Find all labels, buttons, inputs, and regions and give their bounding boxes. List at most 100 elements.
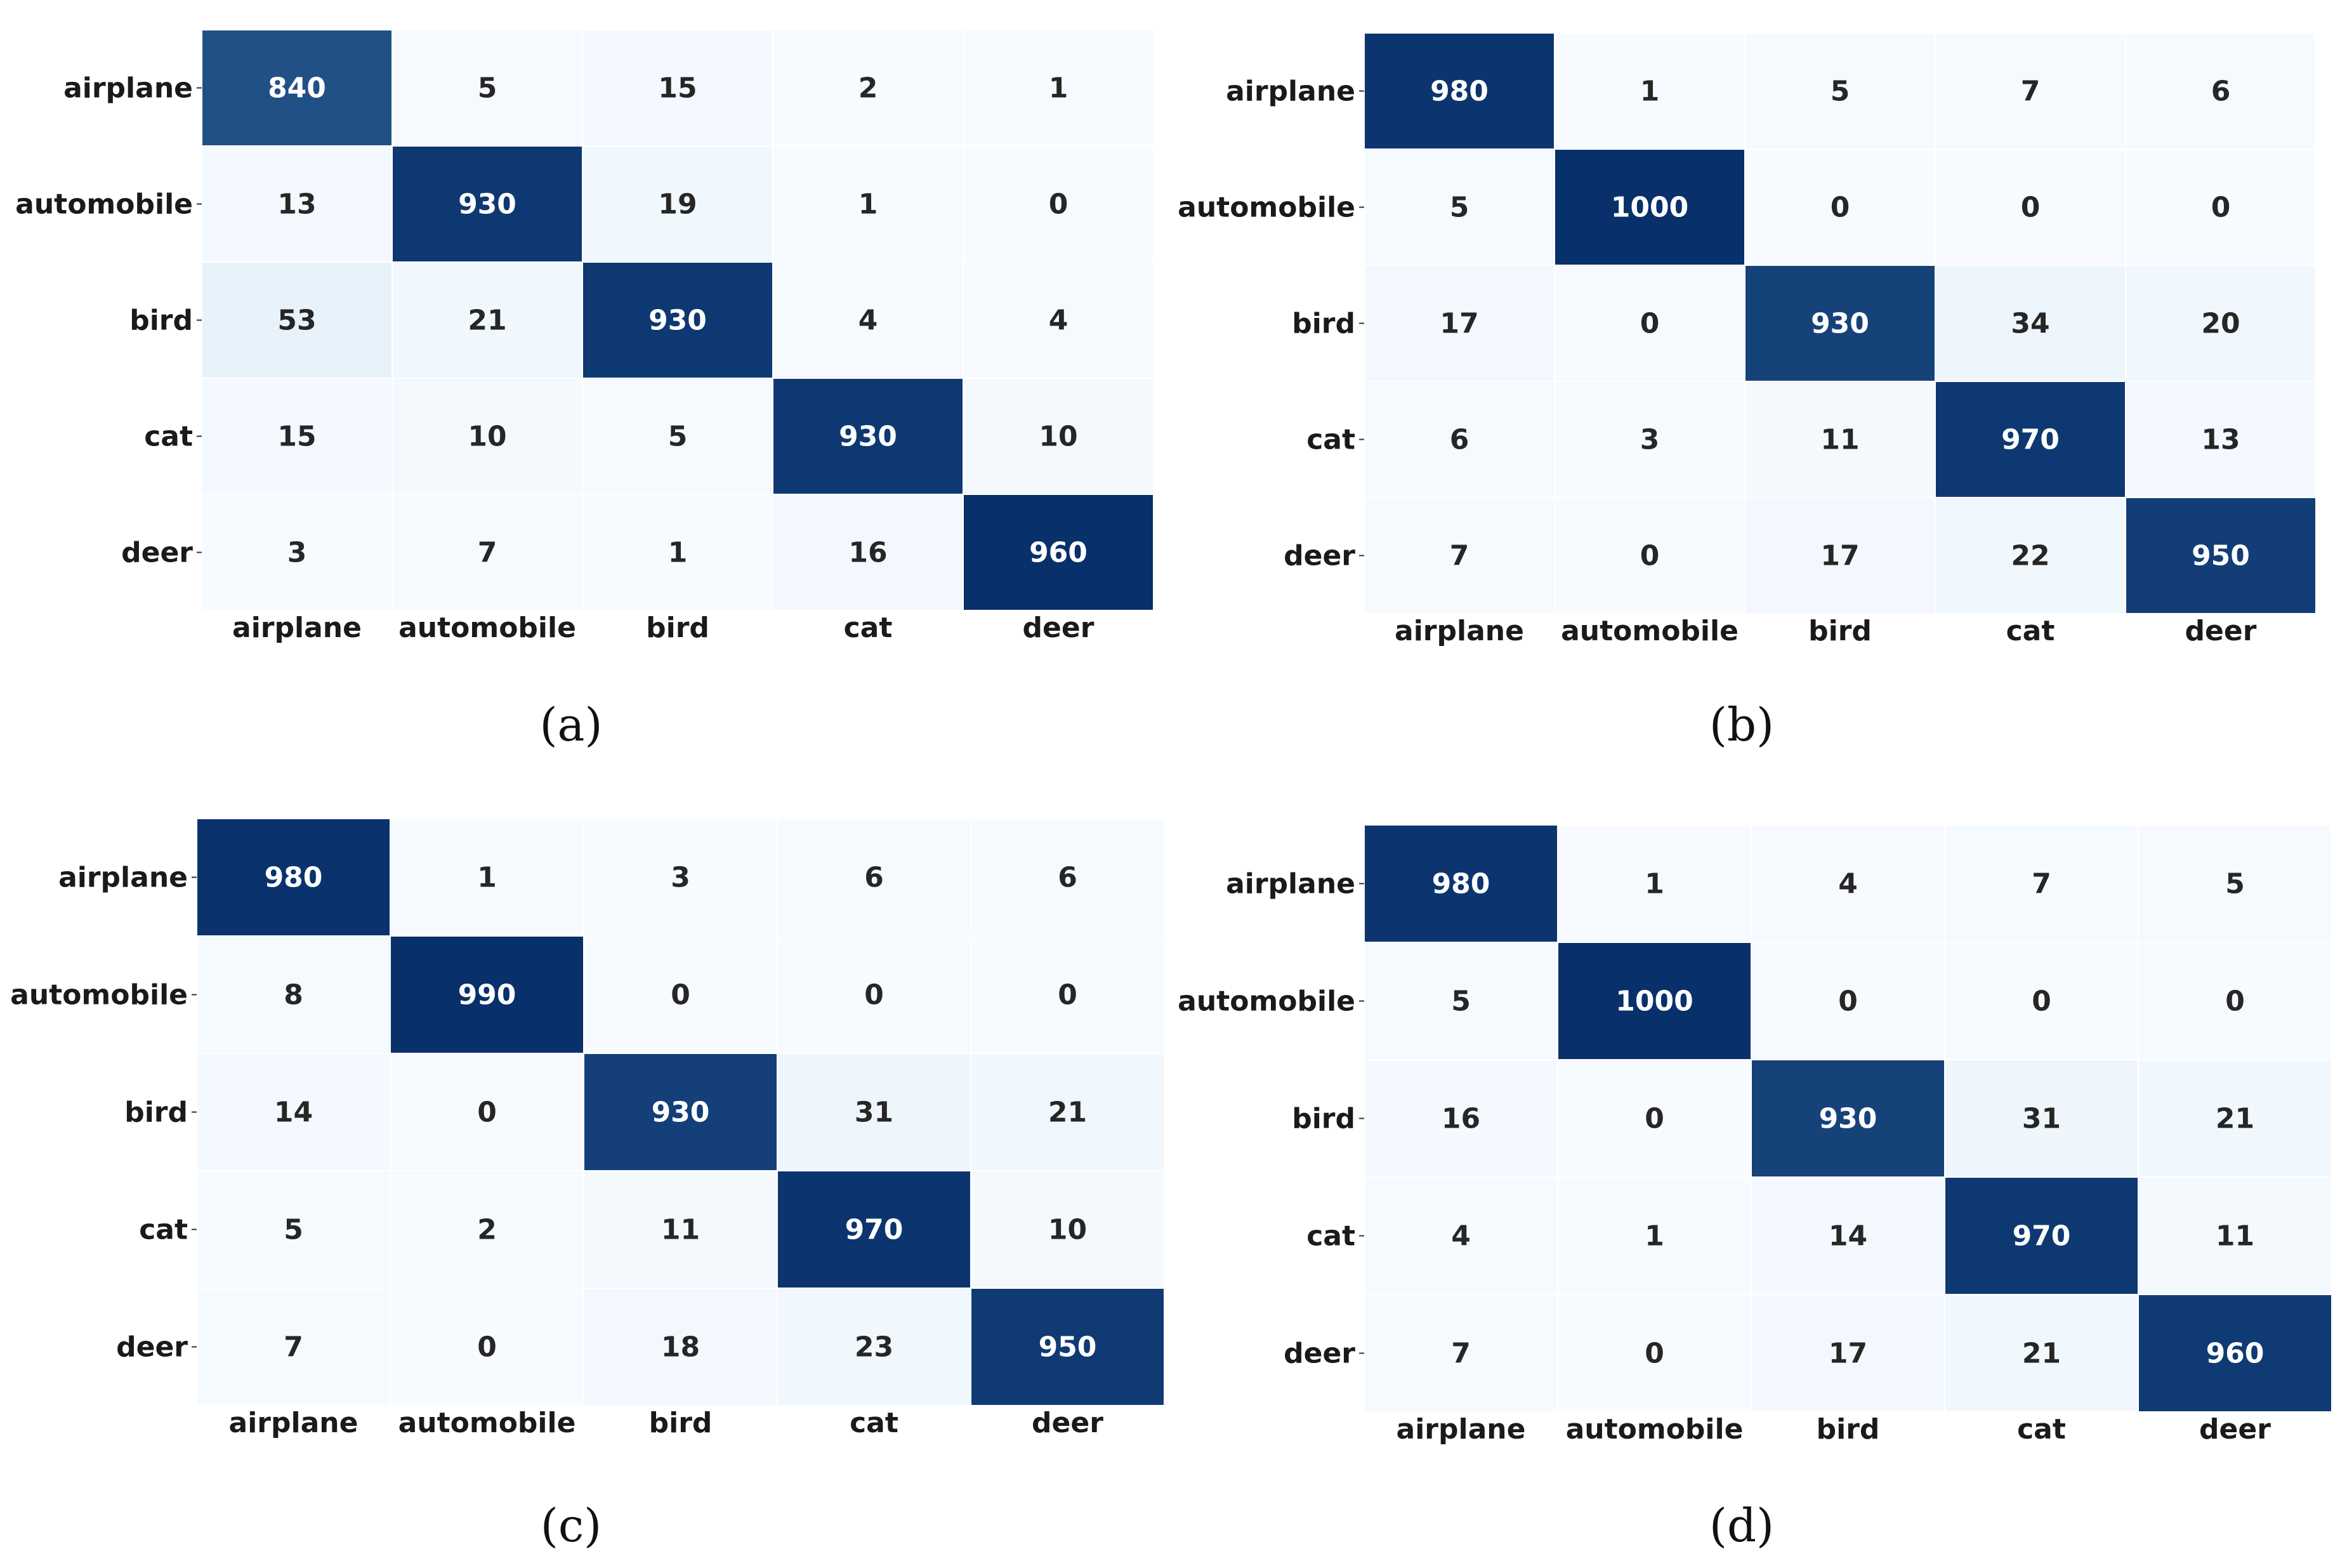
heatmap-cell [582,145,773,263]
y-tick-label: bird [1292,308,1355,340]
cell-value-label: 6 [2211,76,2231,108]
heatmap-cell [777,935,971,1054]
cell-value-label: 15 [277,421,316,453]
y-tick-label: deer [121,537,193,569]
cell-value-label: 0 [671,979,690,1011]
heatmap-cell [391,261,583,379]
heatmap-cell [1751,1294,1945,1413]
cell-value-label: 2 [477,1214,497,1246]
x-tick-label: automobile [398,1407,576,1439]
cell-value-label: 1 [477,862,497,894]
cell-value-label: 11 [661,1214,700,1246]
cell-value-label: 1 [858,188,878,221]
cell-value-label: 0 [2032,985,2051,1018]
confusion-matrix-d: 980 1 4 7 55 1000 0 0 016 0 930 31 214 1 14 970 117 0 17 21… [1178,824,2332,1446]
y-tick-label: airplane [1226,76,1355,108]
x-tick-label: cat [2017,1413,2066,1446]
heatmap-cell [1744,265,1936,382]
heatmap-cell [963,378,1154,495]
heatmap-cell [2125,265,2317,382]
cell-value-label: 16 [1442,1103,1480,1135]
y-tick-label: automobile [1178,985,1355,1018]
cell-value-label: 7 [284,1331,303,1364]
heatmap-cell [2125,497,2317,614]
y-tick-label: airplane [63,72,193,105]
cell-value-label: 7 [1450,540,1469,572]
x-tick-label: automobile [1561,615,1739,647]
cell-value-label: 970 [2001,424,2060,456]
y-tick-label: deer [1284,1338,1355,1370]
cell-value-label: 53 [277,305,316,337]
cell-value-label: 1 [668,537,688,569]
x-tick-label: cat [850,1407,898,1439]
heatmap-cell [1364,1176,1558,1295]
heatmap-cell [201,29,393,147]
x-tick-label: bird [646,612,709,644]
cell-value-label: 0 [2211,192,2231,224]
heatmap-cell [970,1053,1165,1171]
y-tick-label: bird [124,1097,188,1129]
x-tick-label: bird [1808,615,1872,647]
y-tick-label: cat [139,1214,188,1246]
heatmap-cell [583,818,778,937]
heatmap-cell [777,1288,971,1406]
cell-value-label: 5 [284,1214,303,1246]
cell-value-label: 21 [2022,1338,2061,1370]
x-tick-label: automobile [398,612,576,644]
heatmap-cell [777,1170,971,1289]
cell-value-label: 21 [2216,1103,2254,1135]
y-tick-label: cat [1306,424,1355,456]
y-tick-label: automobile [10,979,188,1011]
heatmap-cell [1944,942,2139,1060]
heatmap-cell [1751,1059,1945,1178]
cell-value-label: 5 [1451,985,1471,1018]
heatmap-cell [2125,32,2317,150]
cell-value-label: 980 [1432,868,1490,900]
heatmap-cell [1744,32,1936,150]
heatmap-cell [390,935,584,1054]
heatmap-cell [196,1170,391,1289]
confusion-matrix-b: 980 1 5 7 6 5 1000 0 0 0 17 0 930 34 20 6 3 11 970 13 7 0 17 22… [1178,32,2317,647]
heatmap-cell [1364,32,1555,150]
y-tick-label: bird [129,305,193,337]
cell-value-label: 21 [1048,1097,1087,1129]
y-tick-label: automobile [15,188,193,221]
cell-value-label: 11 [1820,424,1859,456]
caption-b: (b) [1709,698,1775,751]
heatmap-cell [1554,497,1745,614]
cell-value-label: 1000 [1611,192,1688,224]
y-tick-label: airplane [1226,868,1355,900]
heatmap-cell [582,494,773,611]
heatmap-cell [391,378,583,495]
cell-value-label: 7 [2032,868,2051,900]
cell-value-label: 4 [858,305,878,337]
heatmap-cell [1944,1176,2139,1295]
cell-value-label: 840 [268,72,326,105]
heatmap-cell [582,29,773,147]
cell-value-label: 0 [1831,192,1850,224]
cell-value-label: 0 [1640,308,1660,340]
cell-value-label: 21 [468,305,506,337]
cell-value-label: 0 [1645,1338,1664,1370]
cell-value-label: 8 [284,979,303,1011]
cell-value-label: 14 [274,1097,313,1129]
cell-value-label: 930 [1819,1103,1877,1135]
cell-value-label: 0 [1645,1103,1664,1135]
x-tick-label: cat [844,612,893,644]
cell-value-label: 19 [658,188,697,221]
heatmap-cell [963,261,1154,379]
y-tick-label: deer [116,1331,188,1364]
x-tick-label: airplane [1395,615,1524,647]
cell-value-label: 17 [1829,1338,1867,1370]
cell-value-label: 11 [2216,1220,2254,1253]
cell-value-label: 950 [1039,1331,1097,1364]
heatmap-cell [391,29,583,147]
cell-value-label: 6 [1058,862,1077,894]
cell-value-label: 1 [1640,76,1660,108]
cell-value-label: 17 [1820,540,1859,572]
cell-value-label: 7 [478,537,497,569]
y-tick-label: automobile [1178,192,1355,224]
x-tick-label: deer [1032,1407,1103,1439]
cell-value-label: 5 [668,421,688,453]
